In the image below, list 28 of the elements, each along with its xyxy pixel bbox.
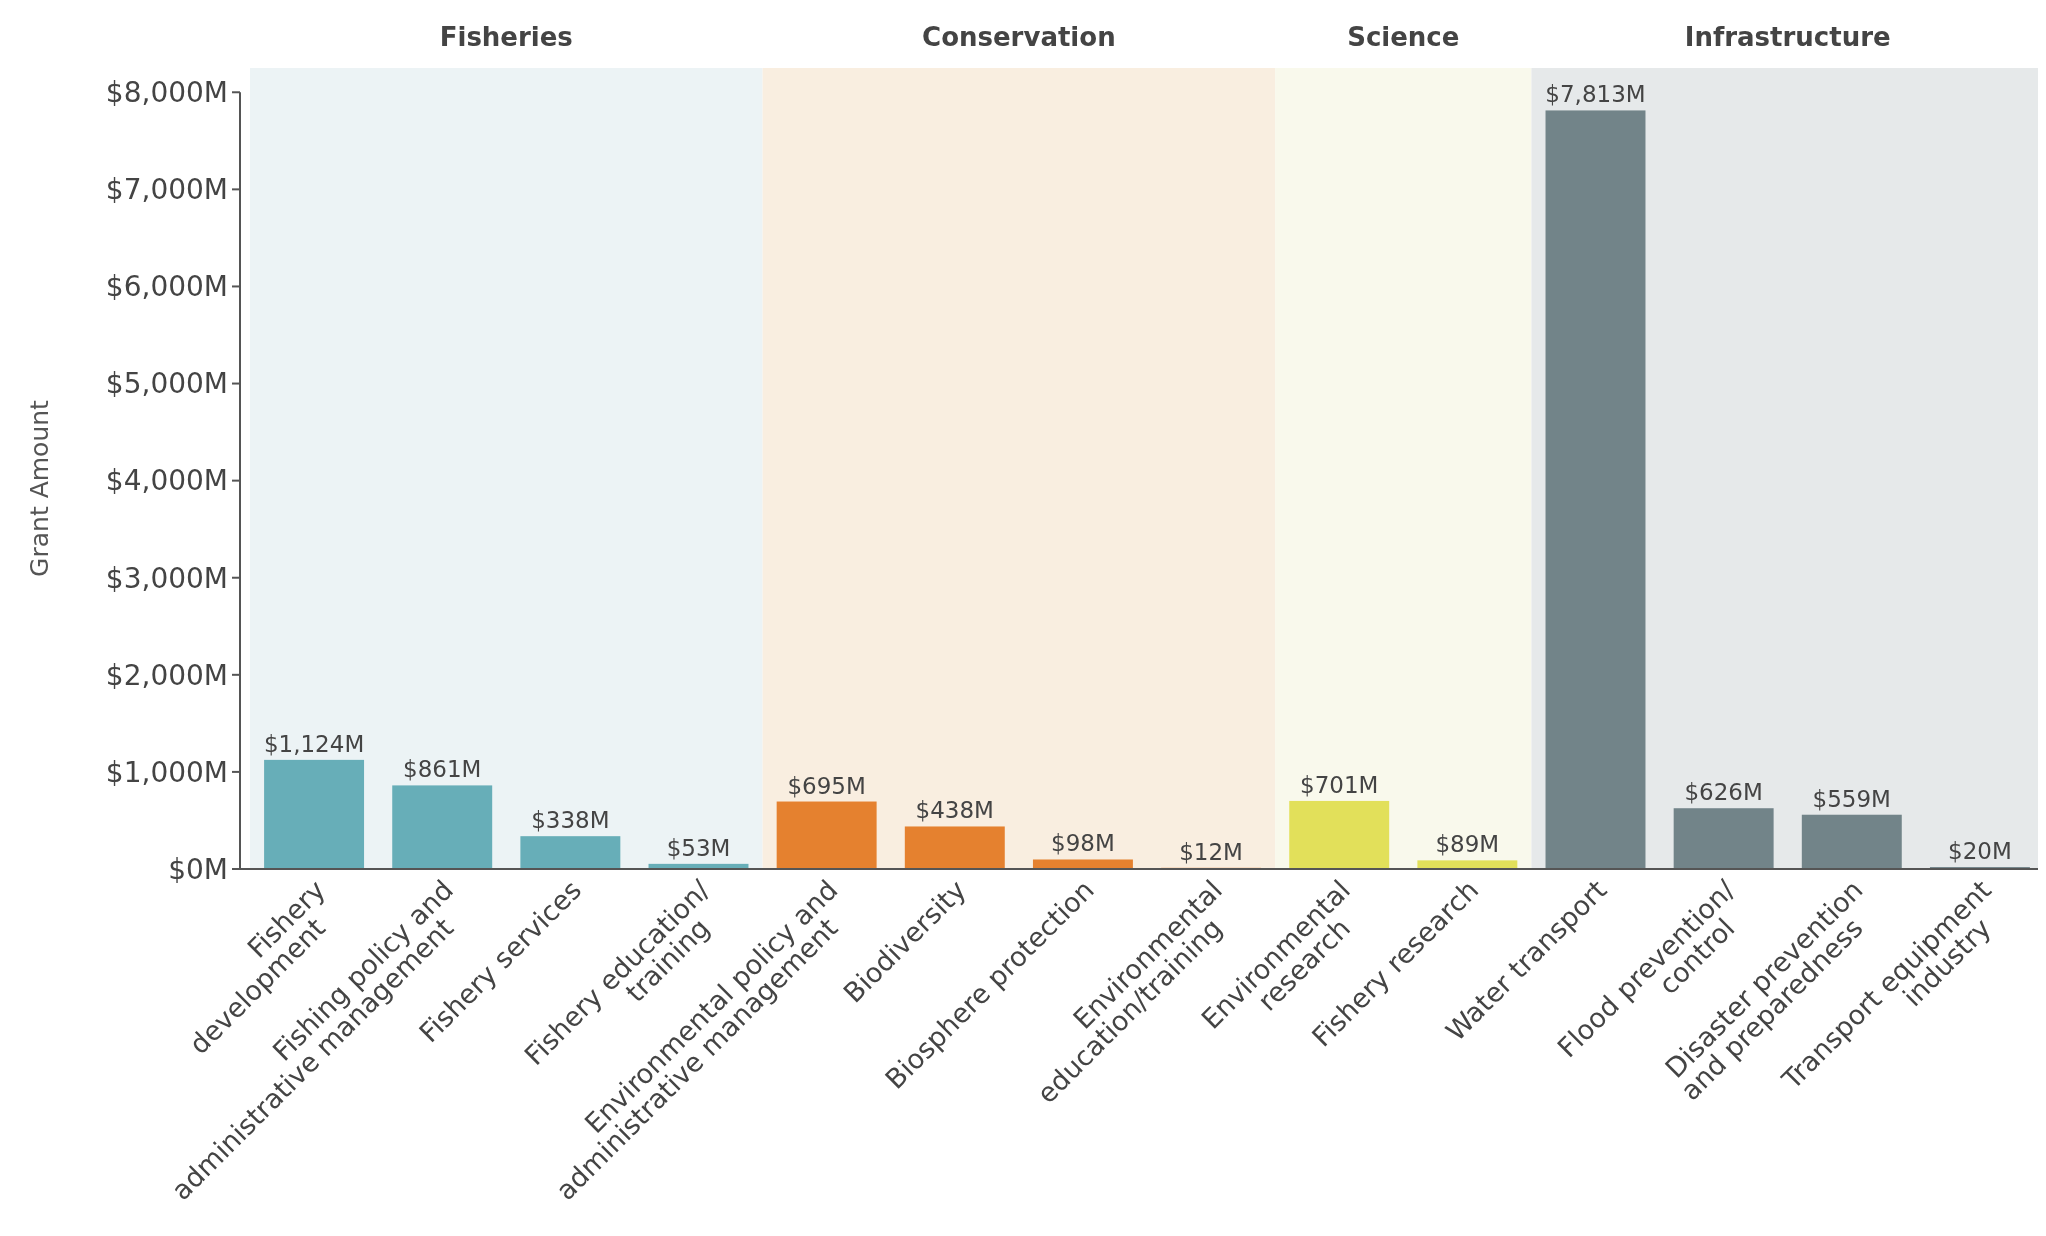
data-label: $438M	[915, 797, 994, 824]
y-tick-label: $2,000M	[105, 658, 228, 692]
data-label: $626M	[1684, 779, 1763, 806]
data-label: $861M	[403, 756, 482, 783]
y-axis-title: Grant Amount	[25, 399, 54, 577]
data-label: $98M	[1051, 830, 1115, 857]
y-tick-label: $7,000M	[105, 173, 228, 207]
band-label: Fisheries	[439, 22, 573, 52]
y-tick-label: $8,000M	[105, 76, 228, 110]
y-tick-label: $6,000M	[105, 270, 228, 304]
y-tick-label: $3,000M	[105, 561, 228, 595]
y-tick-label: $4,000M	[105, 464, 228, 498]
band-label: Infrastructure	[1684, 22, 1891, 52]
data-label: $1,124M	[263, 730, 365, 757]
y-tick-label: $5,000M	[105, 367, 228, 401]
data-label: $559M	[1812, 785, 1891, 812]
data-label: $695M	[787, 772, 866, 799]
band-label: Science	[1347, 22, 1460, 52]
y-tick-label: $0M	[168, 852, 228, 886]
data-label: $7,813M	[1545, 81, 1646, 108]
y-tick-label: $1,000M	[105, 755, 228, 789]
band-label: Conservation	[922, 22, 1116, 52]
data-label: $12M	[1179, 838, 1243, 865]
data-label: $20M	[1948, 838, 2012, 865]
data-label: $338M	[531, 807, 610, 834]
data-label: $53M	[666, 834, 731, 861]
data-label: $701M	[1300, 771, 1379, 798]
data-label: $89M	[1435, 831, 1500, 858]
